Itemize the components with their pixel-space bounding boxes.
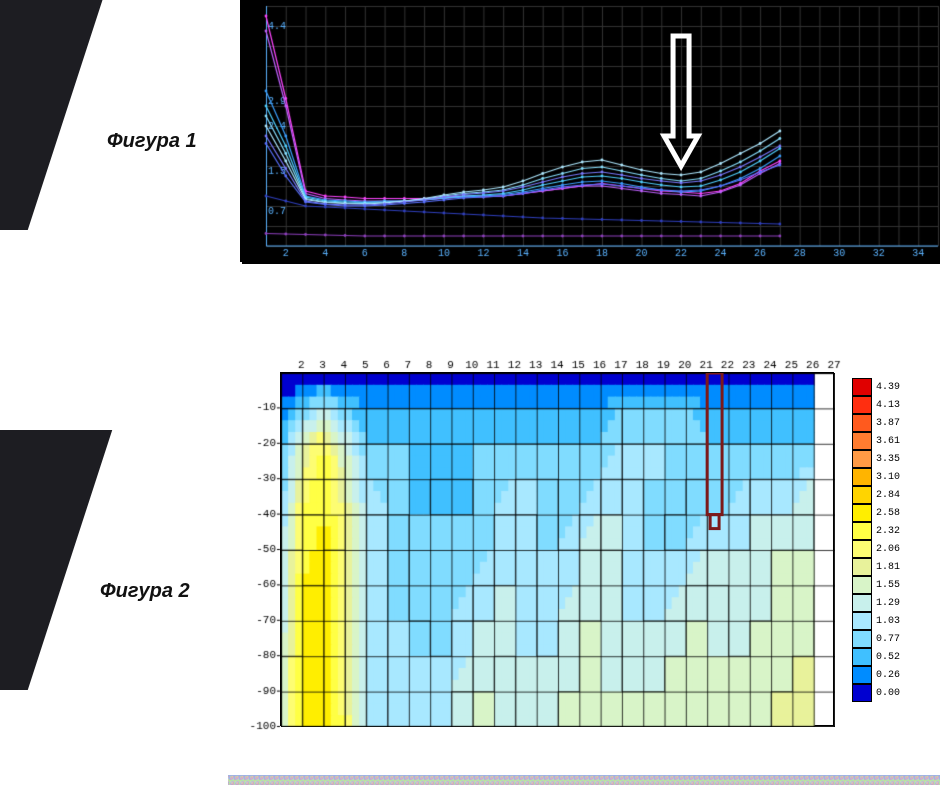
colorbar-swatch <box>852 486 872 504</box>
colorbar-label: 0.52 <box>876 652 900 663</box>
decorative-chevron-2 <box>0 430 112 690</box>
colorbar-swatch <box>852 648 872 666</box>
colorbar-label: 0.00 <box>876 688 900 699</box>
colorbar-swatch <box>852 630 872 648</box>
colorbar-label: 1.29 <box>876 598 900 609</box>
colorbar-swatch <box>852 612 872 630</box>
colorbar-swatch <box>852 594 872 612</box>
colorbar-swatch <box>852 684 872 702</box>
colorbar-label: 0.26 <box>876 670 900 681</box>
colorbar-row: 1.81 <box>852 558 910 576</box>
colorbar-label: 1.55 <box>876 580 900 591</box>
colorbar-label: 3.87 <box>876 418 900 429</box>
colorbar-row: 4.13 <box>852 396 910 414</box>
colorbar-row: 3.61 <box>852 432 910 450</box>
colorbar-label: 3.61 <box>876 436 900 447</box>
colorbar: 4.39 4.13 3.87 3.61 <box>852 378 910 720</box>
colorbar-label: 3.35 <box>876 454 900 465</box>
heatmap-plot-area <box>280 372 834 726</box>
colorbar-row: 1.55 <box>852 576 910 594</box>
colorbar-row: 0.26 <box>852 666 910 684</box>
colorbar-label: 2.32 <box>876 526 900 537</box>
bottom-texture-strip <box>228 775 940 785</box>
colorbar-label: 2.58 <box>876 508 900 519</box>
heatmap-panel: 4.39 4.13 3.87 3.61 <box>240 358 940 738</box>
colorbar-label: 1.03 <box>876 616 900 627</box>
colorbar-swatch <box>852 504 872 522</box>
figure1-label: Фигура 1 <box>107 130 197 153</box>
colorbar-row: 0.00 <box>852 684 910 702</box>
colorbar-label: 4.39 <box>876 382 900 393</box>
colorbar-row: 0.77 <box>852 630 910 648</box>
colorbar-swatch <box>852 468 872 486</box>
line-chart <box>240 0 940 262</box>
colorbar-row: 1.03 <box>852 612 910 630</box>
colorbar-row: 3.10 <box>852 468 910 486</box>
colorbar-label: 4.13 <box>876 400 900 411</box>
colorbar-swatch <box>852 540 872 558</box>
colorbar-swatch <box>852 378 872 396</box>
colorbar-swatch <box>852 522 872 540</box>
colorbar-swatch <box>852 396 872 414</box>
heatmap-canvas <box>281 373 835 727</box>
decorative-chevron-1 <box>0 0 112 230</box>
colorbar-label: 3.10 <box>876 472 900 483</box>
colorbar-row: 2.06 <box>852 540 910 558</box>
colorbar-swatch <box>852 432 872 450</box>
colorbar-row: 1.29 <box>852 594 910 612</box>
line-chart-canvas <box>242 2 940 264</box>
colorbar-row: 2.84 <box>852 486 910 504</box>
colorbar-swatch <box>852 576 872 594</box>
colorbar-row: 2.58 <box>852 504 910 522</box>
colorbar-swatch <box>852 558 872 576</box>
colorbar-label: 2.84 <box>876 490 900 501</box>
figure2-label: Фигура 2 <box>100 580 190 603</box>
colorbar-row: 2.32 <box>852 522 910 540</box>
colorbar-row: 0.52 <box>852 648 910 666</box>
colorbar-label: 2.06 <box>876 544 900 555</box>
colorbar-row: 4.39 <box>852 378 910 396</box>
colorbar-swatch <box>852 666 872 684</box>
colorbar-row: 3.35 <box>852 450 910 468</box>
colorbar-label: 0.77 <box>876 634 900 645</box>
colorbar-label: 1.81 <box>876 562 900 573</box>
colorbar-swatch <box>852 414 872 432</box>
colorbar-row: 3.87 <box>852 414 910 432</box>
colorbar-swatch <box>852 450 872 468</box>
